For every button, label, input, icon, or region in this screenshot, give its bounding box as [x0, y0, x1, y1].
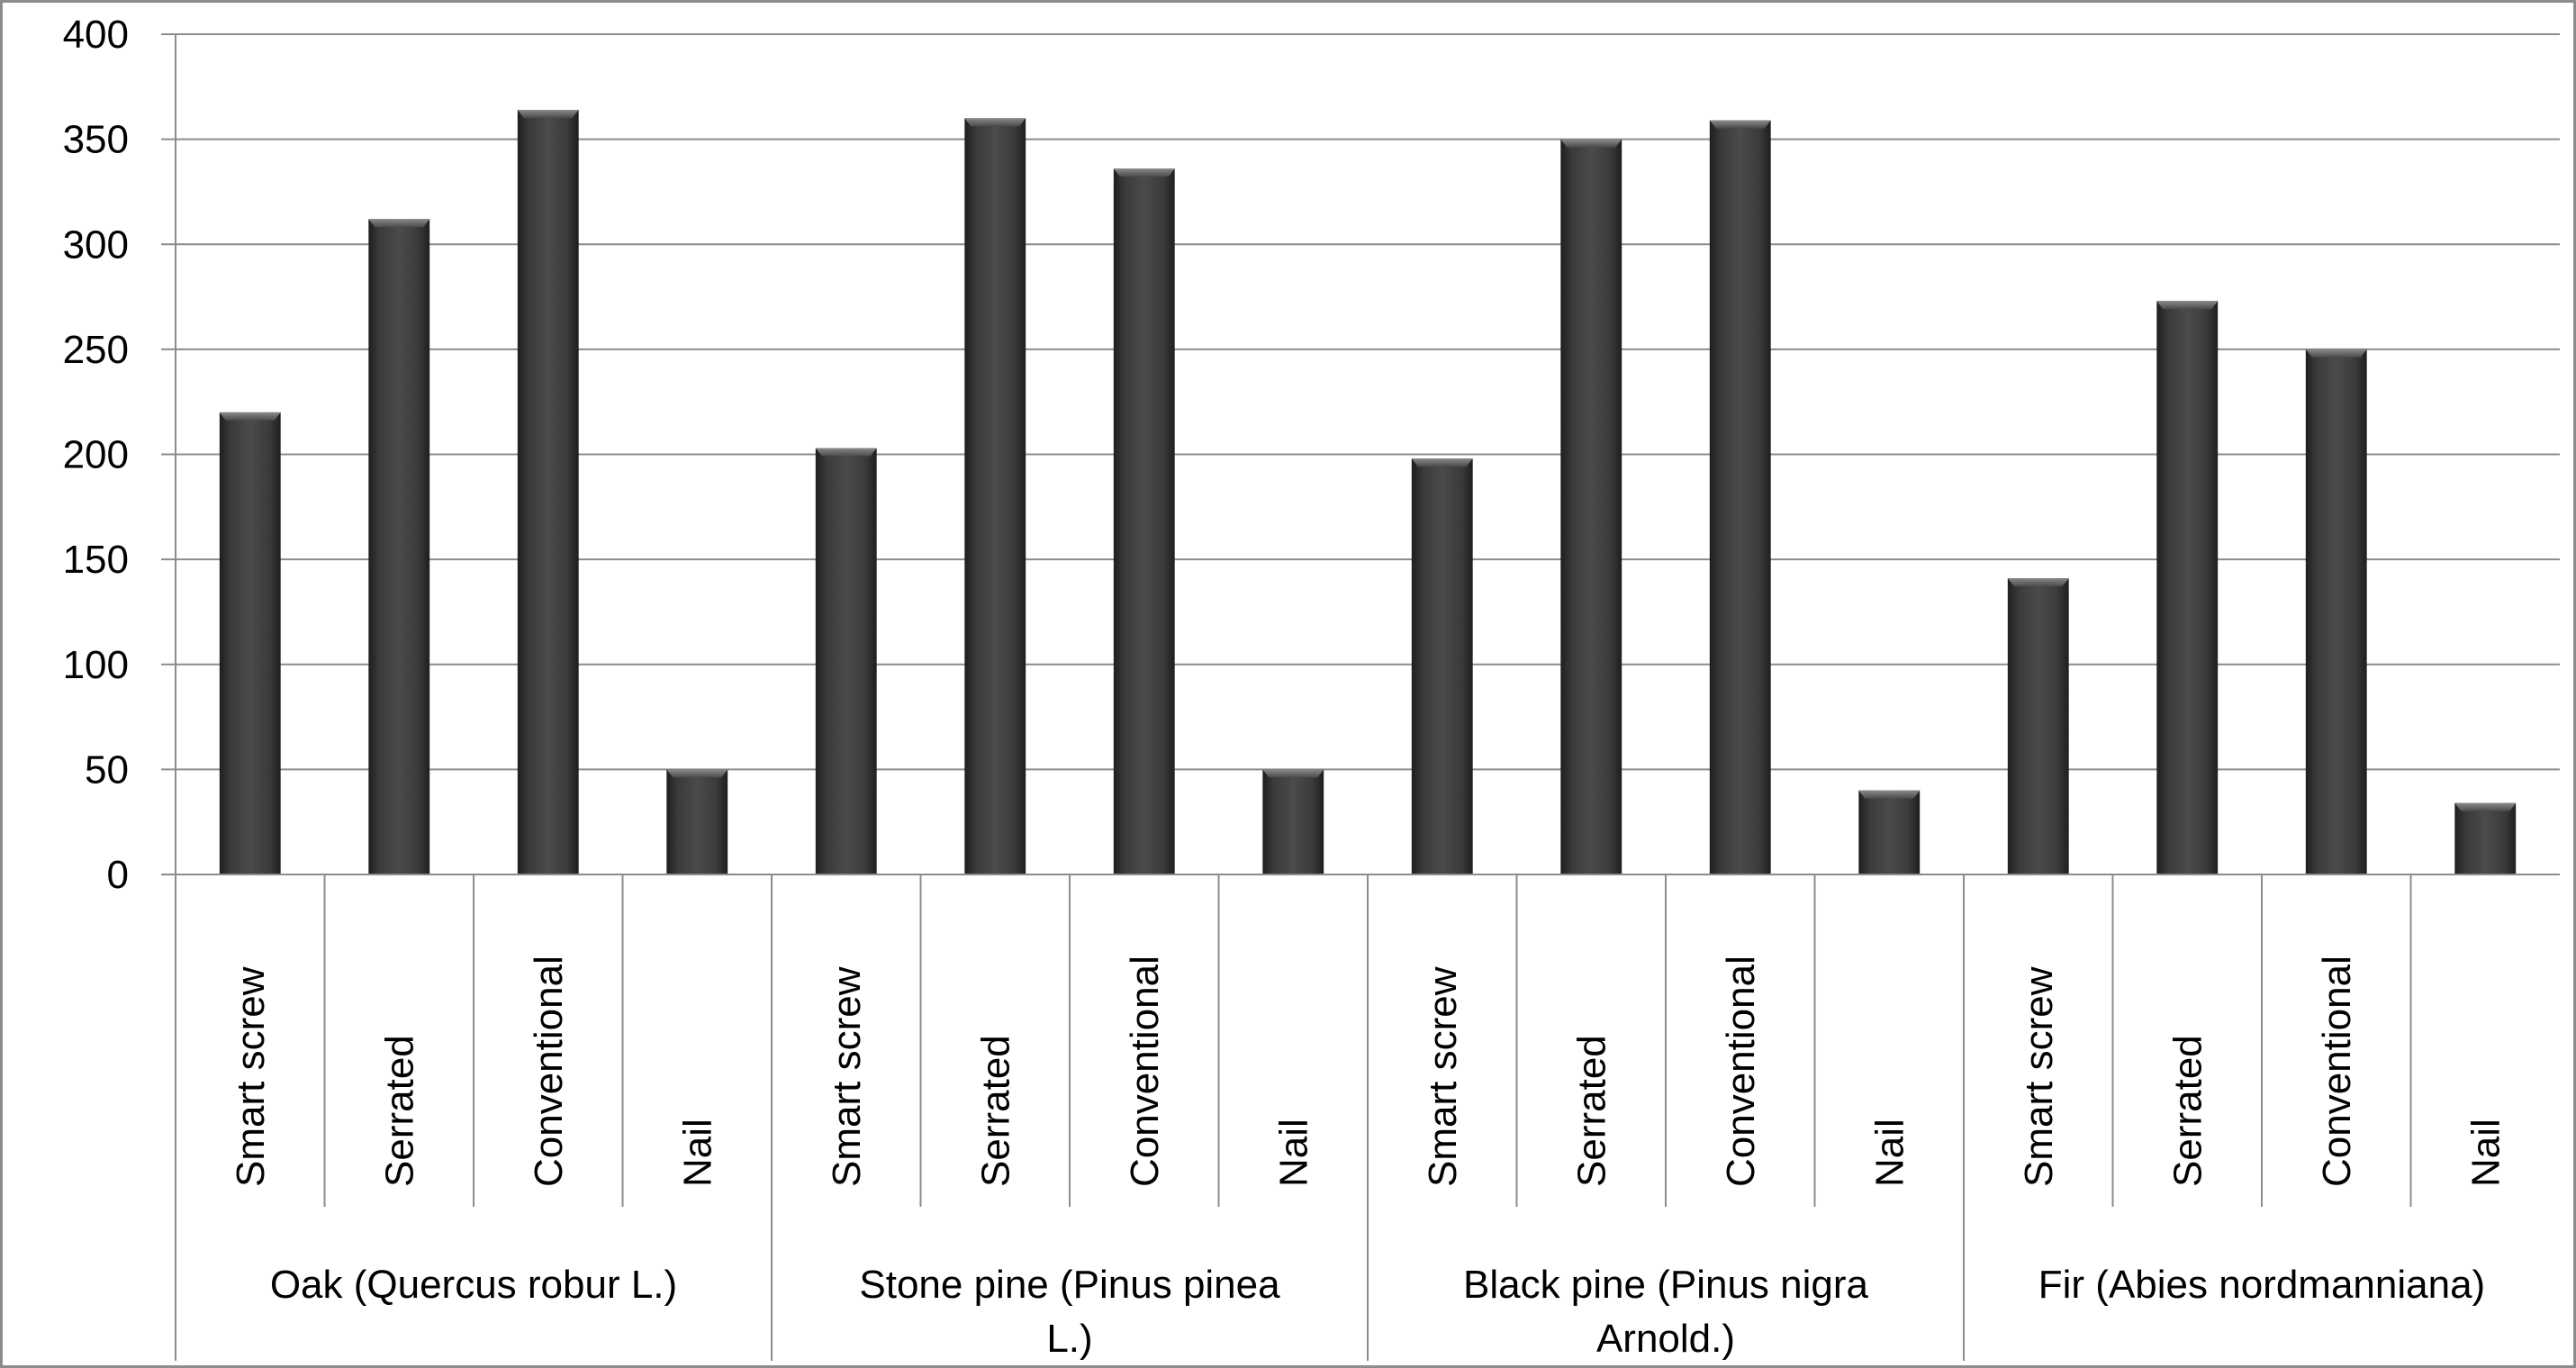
x-category-label: Smart screw [2017, 966, 2061, 1187]
bar-top-bevel [1262, 769, 1324, 778]
bar [2007, 578, 2069, 874]
bar-top-bevel [1560, 139, 1622, 148]
bar [219, 412, 281, 875]
x-category-label: Smart screw [825, 966, 869, 1187]
x-category-label: Serrated [1569, 1035, 1613, 1187]
x-group-label: Fir (Abies nordmanniana) [2038, 1263, 2485, 1307]
x-category-label: Nail [2463, 1119, 2508, 1187]
y-tick-label: 0 [107, 853, 129, 897]
y-tick-label: 250 [63, 328, 129, 372]
bar [517, 109, 579, 875]
bar [2454, 802, 2517, 874]
bar [368, 219, 430, 874]
bar-top-bevel [2454, 802, 2517, 811]
bar [1113, 168, 1175, 874]
y-tick-label: 50 [85, 747, 129, 792]
x-category-label: Serrated [2165, 1035, 2210, 1187]
x-category-label: Serrated [973, 1035, 1017, 1187]
bar-top-bevel [219, 412, 281, 421]
bar-top-bevel [1858, 790, 1921, 799]
bar [666, 769, 728, 874]
x-category-label: Nail [675, 1119, 719, 1187]
bar [1411, 458, 1473, 874]
x-group-label: Oak (Quercus robur L.) [270, 1263, 677, 1307]
bar [2156, 301, 2219, 874]
bar-top-bevel [666, 769, 728, 778]
bar [815, 448, 877, 874]
bar [1262, 769, 1324, 874]
y-tick-label: 200 [63, 433, 129, 477]
bar [1709, 120, 1771, 874]
x-category-label: Serrated [377, 1035, 421, 1187]
y-tick-label: 400 [63, 13, 129, 57]
x-category-label: Smart screw [1421, 966, 1465, 1187]
x-category-label: Nail [1867, 1119, 1912, 1187]
bar-top-bevel [517, 109, 579, 118]
bar-top-bevel [964, 118, 1026, 127]
bar-top-bevel [2156, 301, 2219, 310]
y-tick-label: 350 [63, 118, 129, 162]
x-category-label: Conventional [1719, 956, 1763, 1187]
bar [2305, 349, 2367, 874]
bar-top-bevel [368, 219, 430, 228]
bar-chart: 0 50 100 150 200 250 300 350 400 Smart screw Serra… [63, 13, 2560, 1361]
bar-top-bevel [1709, 120, 1771, 129]
x-group-label: Arnold.) [1596, 1317, 1735, 1361]
bar [964, 118, 1026, 875]
bar-top-bevel [2305, 349, 2367, 358]
y-tick-label: 100 [63, 643, 129, 687]
bar [1560, 139, 1622, 874]
x-category-label: Conventional [527, 956, 571, 1187]
x-group-label: Stone pine (Pinus pinea [859, 1263, 1280, 1307]
x-category-label: Conventional [2315, 956, 2359, 1187]
bar [1858, 790, 1921, 874]
bar-top-bevel [2007, 578, 2069, 587]
x-group-label: L.) [1046, 1317, 1092, 1361]
x-category-label: Smart screw [229, 966, 273, 1187]
x-category-label: Nail [1271, 1119, 1315, 1187]
y-tick-label: 150 [63, 538, 129, 582]
y-tick-label: 300 [63, 222, 129, 267]
bar-top-bevel [1411, 458, 1473, 467]
x-group-label: Black pine (Pinus nigra [1463, 1263, 1869, 1307]
bar-top-bevel [1113, 168, 1175, 177]
bar-top-bevel [815, 448, 877, 457]
x-category-label: Conventional [1123, 956, 1167, 1187]
